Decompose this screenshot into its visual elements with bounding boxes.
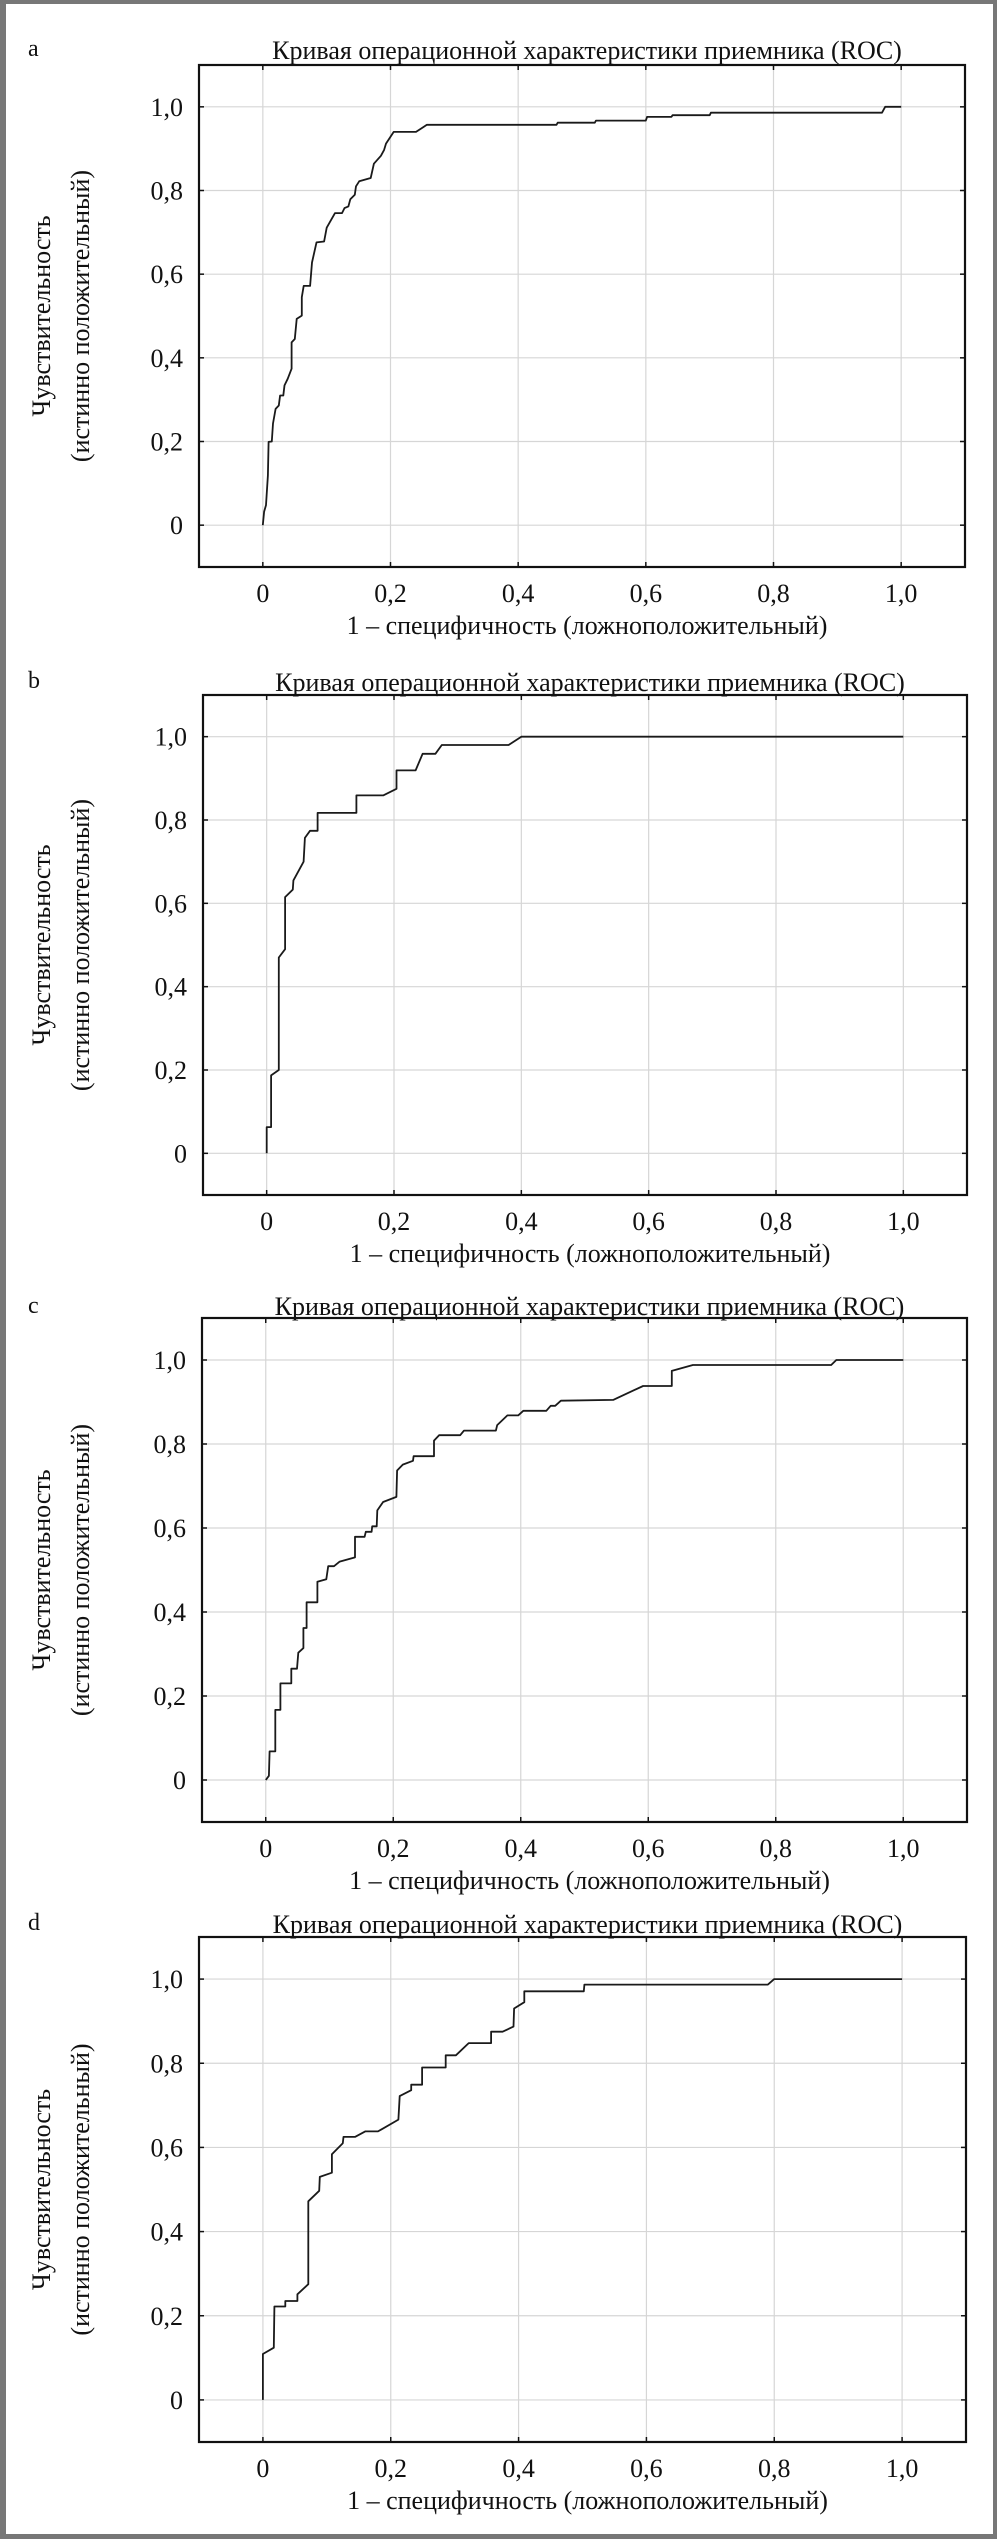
x-tick-label: 0,8 [758, 2454, 791, 2483]
y-tick-label: 0,4 [151, 344, 184, 373]
x-axis-label: 1 – специфичность (ложноположительный) [347, 611, 828, 640]
roc-curve [265, 1359, 904, 1781]
chart-panel-a: a Кривая операционной характеристики прие… [27, 36, 967, 640]
y-axis-label: Чувствительность [27, 844, 56, 1045]
x-tick-label: 1,0 [886, 2454, 919, 2483]
x-tick-label: 1,0 [887, 1207, 920, 1236]
y-tick-label: 0 [170, 2386, 183, 2415]
y-tick-label: 0 [173, 1766, 186, 1795]
y-tick-label: 0,2 [151, 428, 184, 457]
y-tick-label: 0,8 [151, 2049, 184, 2078]
x-axis-label: 1 – специфичность (ложноположительный) [350, 1239, 831, 1268]
y-tick-label: 0,6 [151, 2133, 184, 2162]
y-tick-label: 0,4 [155, 973, 188, 1002]
y-tick-label: 0,8 [155, 806, 188, 835]
x-tick-label: 0 [256, 579, 269, 608]
y-tick-label: 0 [170, 511, 183, 540]
y-axis-label: Чувствительность [27, 1469, 56, 1670]
roc-curve [261, 105, 902, 526]
y-axis-label-sub: (истинно положительный) [66, 2043, 95, 2335]
x-tick-label: 0,8 [757, 579, 790, 608]
panel-letter: a [28, 36, 39, 62]
y-tick-label: 0,2 [155, 1056, 188, 1085]
y-axis-label-sub: (истинно положительный) [66, 799, 95, 1091]
chart-panel-c: c Кривая операционной характеристики прие… [27, 1292, 969, 1895]
chart-title: Кривая операционной характеристики прием… [275, 1292, 905, 1321]
y-tick-label: 0,8 [151, 177, 184, 206]
roc-curve [262, 1978, 903, 2400]
y-tick-label: 1,0 [151, 1965, 184, 1994]
x-tick-label: 0,2 [374, 579, 407, 608]
chart-panel-d: d Кривая операционной характеристики прие… [27, 1910, 968, 2515]
y-tick-label: 0,8 [154, 1430, 187, 1459]
y-tick-label: 0,6 [154, 1514, 187, 1543]
x-axis-label: 1 – специфичность (ложноположительный) [347, 2486, 828, 2515]
panel-letter: d [28, 1910, 40, 1936]
chart-panel-b: b Кривая операционной характеристики прие… [27, 668, 969, 1268]
panel-letter: b [28, 668, 40, 694]
x-tick-label: 0,4 [505, 1834, 538, 1863]
chart-title: Кривая операционной характеристики прием… [273, 1910, 903, 1939]
y-axis-label: Чувствительность [27, 2089, 56, 2290]
x-tick-label: 0,6 [632, 1834, 665, 1863]
x-tick-label: 0,6 [632, 1207, 665, 1236]
y-tick-label: 0,4 [151, 2218, 184, 2247]
y-tick-label: 1,0 [154, 1346, 187, 1375]
plot-frame [197, 1935, 968, 2444]
x-tick-label: 0,2 [377, 1834, 410, 1863]
y-axis-label: Чувствительность [27, 215, 56, 416]
x-tick-label: 0,4 [505, 1207, 538, 1236]
y-axis-label-sub: (истинно положительный) [66, 1424, 95, 1716]
x-tick-label: 0 [256, 2454, 269, 2483]
x-tick-label: 0,6 [630, 579, 663, 608]
x-tick-label: 0,6 [630, 2454, 663, 2483]
x-tick-label: 0,2 [375, 2454, 408, 2483]
x-tick-label: 0,8 [760, 1207, 793, 1236]
plot-frame [200, 1316, 969, 1824]
x-axis-label: 1 – специфичность (ложноположительный) [349, 1866, 830, 1895]
y-tick-label: 0,4 [154, 1598, 187, 1627]
roc-curve [265, 735, 904, 1154]
plot-frame [201, 693, 969, 1197]
x-tick-label: 0 [259, 1834, 272, 1863]
y-tick-label: 0,6 [151, 260, 184, 289]
y-tick-label: 1,0 [151, 93, 184, 122]
panel-letter: c [28, 1293, 39, 1319]
chart-title: Кривая операционной характеристики прием… [272, 36, 902, 65]
y-tick-label: 0,2 [151, 2302, 184, 2331]
y-axis-label-sub: (истинно положительный) [66, 170, 95, 462]
x-tick-label: 0,4 [502, 2454, 535, 2483]
plot-frame [197, 63, 967, 569]
x-tick-label: 0,4 [502, 579, 535, 608]
x-tick-label: 0,8 [760, 1834, 793, 1863]
y-tick-label: 0 [174, 1139, 187, 1168]
y-tick-label: 0,6 [155, 889, 188, 918]
x-tick-label: 0,2 [378, 1207, 411, 1236]
x-tick-label: 1,0 [887, 1834, 920, 1863]
x-tick-label: 1,0 [885, 579, 918, 608]
x-tick-label: 0 [260, 1207, 273, 1236]
chart-title: Кривая операционной характеристики прием… [275, 668, 905, 697]
y-tick-label: 1,0 [155, 723, 188, 752]
y-tick-label: 0,2 [154, 1682, 187, 1711]
